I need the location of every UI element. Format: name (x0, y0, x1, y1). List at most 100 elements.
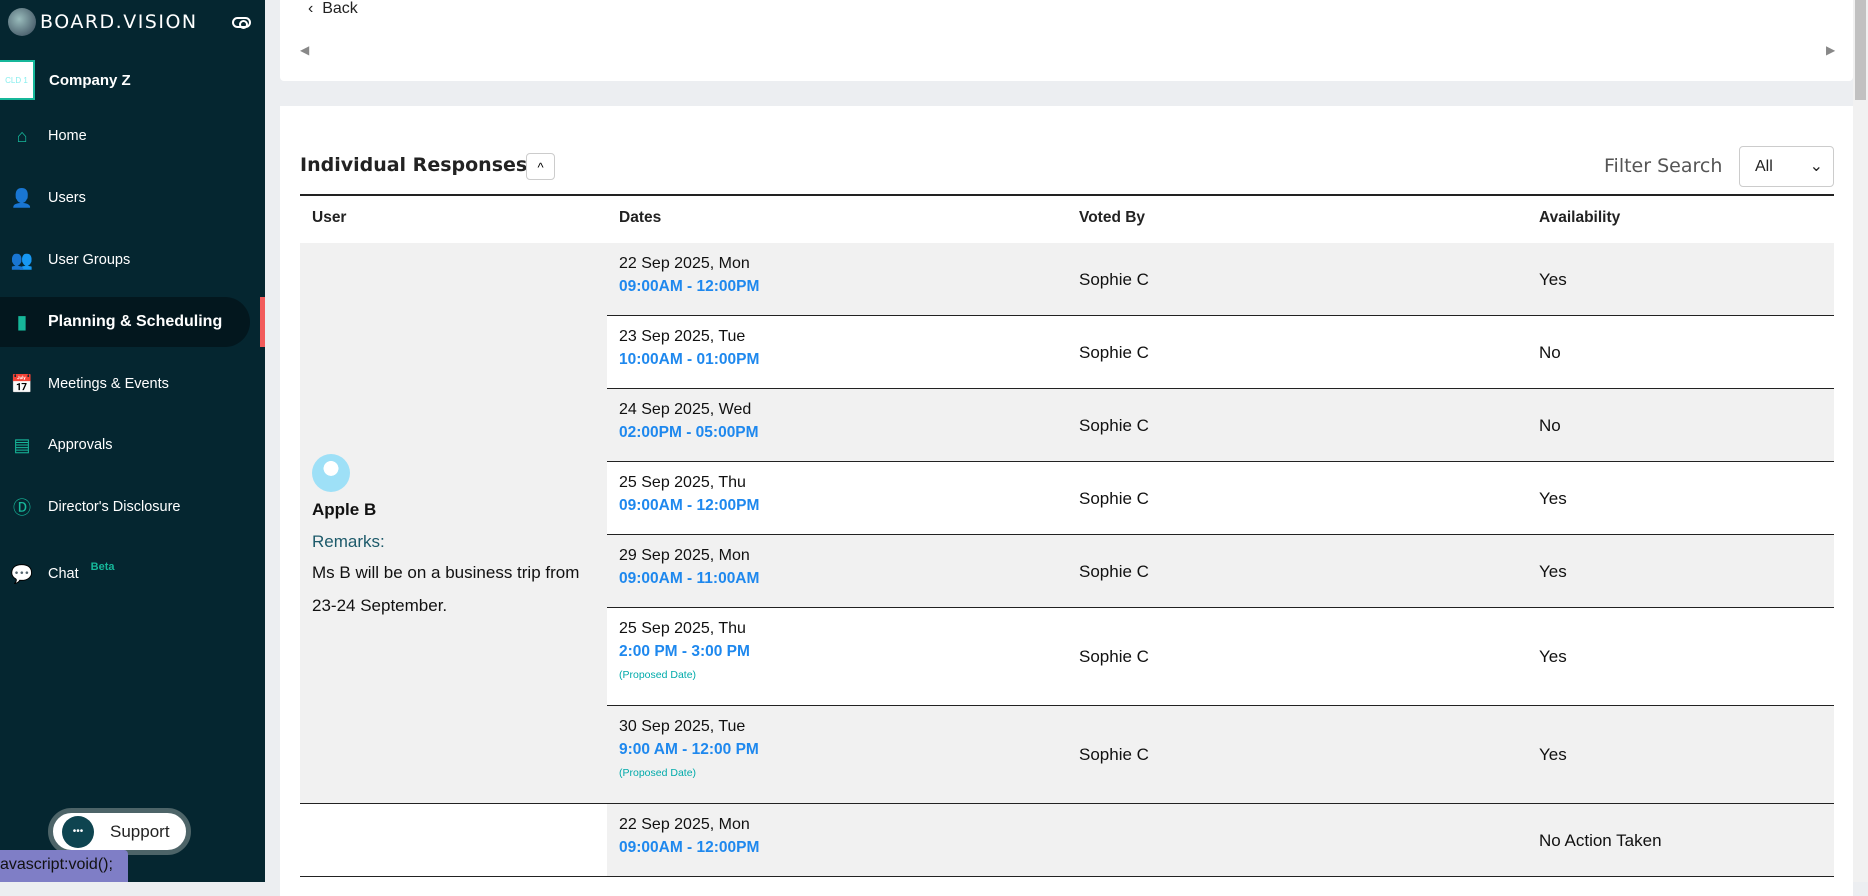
date: 25 Sep 2025, Thu (619, 474, 746, 491)
back-link[interactable]: ‹ Back (308, 0, 358, 17)
nav-label: Meetings & Events (48, 376, 169, 392)
table-top-border (300, 194, 1834, 196)
proposed-date-note: (Proposed Date) (619, 669, 697, 681)
scroll-right-icon[interactable]: ▶ (1826, 43, 1836, 57)
nav-label: Chat (48, 566, 79, 582)
scrollbar-thumb[interactable] (1855, 0, 1866, 100)
nav-label: Home (48, 128, 87, 144)
remarks-text: Ms B will be on a business trip from 23-… (312, 562, 580, 615)
sidebar-item-chat[interactable]: 💬 Chat Beta (0, 549, 250, 599)
date-cell: 25 Sep 2025, Thu 2:00 PM - 3:00 PM (Propos… (619, 620, 750, 681)
chevron-down-icon: ⌄ (1809, 158, 1823, 175)
nav-label: Director's Disclosure (48, 499, 181, 515)
table-row: 22 Sep 2025, Mon 09:00AM - 12:00PM No Act… (607, 804, 1834, 877)
time-range: 09:00AM - 12:00PM (619, 839, 760, 856)
availability: No Action Taken (1539, 830, 1662, 850)
availability: Yes (1539, 488, 1567, 508)
section-title: Individual Responses (300, 154, 528, 176)
voted-by: Sophie C (1079, 269, 1149, 289)
back-label: Back (322, 0, 358, 17)
user-icon: 👤 (10, 187, 34, 208)
sidebar-item-user-groups[interactable]: 👥 User Groups (0, 235, 250, 285)
brand-logo[interactable]: BOARD.VISION (8, 8, 198, 36)
collapse-button[interactable]: ^ (526, 153, 555, 180)
document-icon: ▤ (13, 434, 31, 455)
filter-label: Filter Search (1604, 155, 1723, 177)
user-group-icon: 👥 (10, 249, 34, 270)
date: 22 Sep 2025, Mon (619, 816, 750, 833)
status-bar-url: avascript:void(); (0, 850, 128, 882)
support-label: Support (110, 821, 170, 841)
date-cell: 24 Sep 2025, Wed 02:00PM - 05:00PM (619, 401, 759, 442)
date-cell: 30 Sep 2025, Tue 9:00 AM - 12:00 PM (Propo… (619, 718, 759, 779)
support-button[interactable]: ••• Support (48, 808, 191, 855)
voted-by: Sophie C (1079, 415, 1149, 435)
nav-label: User Groups (48, 252, 131, 268)
column-header: User (312, 209, 347, 226)
availability: No (1539, 415, 1561, 435)
brand-name: BOARD.VISION (40, 11, 198, 33)
avatar (312, 453, 350, 492)
time-range: 9:00 AM - 12:00 PM (619, 741, 759, 758)
filter-select[interactable]: All ⌄ (1739, 146, 1834, 187)
top-card: ‹ Back ◀ ▶ (280, 0, 1853, 81)
bar-chart-icon: ▮ (17, 311, 27, 332)
user-cell: Apple B Remarks: Ms B will be on a busin… (300, 243, 607, 804)
date-cell: 23 Sep 2025, Tue 10:00AM - 01:00PM (619, 328, 759, 369)
date-cell: 25 Sep 2025, Thu 09:00AM - 12:00PM (619, 474, 759, 515)
table-row: 24 Sep 2025, Wed 02:00PM - 05:00PM Sophie… (607, 389, 1834, 462)
voted-by: Sophie C (1079, 488, 1149, 508)
table-row: 25 Sep 2025, Thu 09:00AM - 12:00PM Sophie… (607, 462, 1834, 535)
user-name: Apple B (312, 499, 377, 519)
date-cell: 29 Sep 2025, Mon 09:00AM - 11:00AM (619, 547, 759, 588)
column-header: Dates (619, 209, 662, 226)
active-indicator (260, 297, 265, 347)
d-circle-icon: Ⓓ (13, 498, 31, 518)
sidebar-item-home[interactable]: ⌂ Home (0, 111, 250, 161)
date-cell: 22 Sep 2025, Mon 09:00AM - 12:00PM (619, 255, 759, 296)
sidebar: BOARD.VISION CLD 1 Company Z ⌂ Home 👤 Users… (0, 0, 265, 882)
home-icon: ⌂ (16, 125, 28, 146)
date: 24 Sep 2025, Wed (619, 401, 752, 418)
table-row: 30 Sep 2025, Tue 9:00 AM - 12:00 PM (Propo… (607, 706, 1834, 804)
logo-icon (8, 8, 36, 36)
table-row: 29 Sep 2025, Mon 09:00AM - 11:00AM Sophie… (607, 535, 1834, 608)
company-logo: CLD 1 (0, 60, 35, 100)
sidebar-item-users[interactable]: 👤 Users (0, 173, 250, 223)
date: 22 Sep 2025, Mon (619, 255, 750, 272)
beta-badge: Beta (90, 561, 115, 573)
column-header: Availability (1539, 209, 1621, 226)
table-row: 23 Sep 2025, Tue 10:00AM - 01:00PM Sophie… (607, 316, 1834, 389)
time-range: 09:00AM - 11:00AM (619, 570, 760, 587)
time-range: 09:00AM - 12:00PM (619, 497, 760, 514)
availability: No (1539, 342, 1561, 362)
availability: Yes (1539, 561, 1567, 581)
voted-by: Sophie C (1079, 561, 1149, 581)
sidebar-item-director-s-disclosure[interactable]: Ⓓ Director's Disclosure (0, 482, 250, 532)
user-cell (300, 804, 607, 877)
nav-label: Users (48, 190, 86, 206)
sidebar-item-planning-scheduling[interactable]: ▮ Planning & Scheduling (0, 297, 250, 347)
time-range: 02:00PM - 05:00PM (619, 424, 759, 441)
page-scrollbar[interactable] (1853, 0, 1868, 882)
time-range: 10:00AM - 01:00PM (619, 351, 760, 368)
date: 29 Sep 2025, Mon (619, 547, 750, 564)
calendar-check-icon: 📅 (10, 373, 34, 394)
responses-card: Individual Responses ^ Filter Search All… (280, 106, 1853, 896)
remarks-label: Remarks: (312, 531, 385, 551)
visibility-toggle-icon[interactable] (232, 17, 251, 29)
availability: Yes (1539, 269, 1567, 289)
proposed-date-note: (Proposed Date) (619, 767, 697, 779)
scroll-left-icon[interactable]: ◀ (300, 43, 310, 57)
table-row: 25 Sep 2025, Thu 2:00 PM - 3:00 PM (Propos… (607, 608, 1834, 706)
date: 30 Sep 2025, Tue (619, 718, 746, 735)
table-row: 22 Sep 2025, Mon 09:00AM - 12:00PM Sophie… (607, 243, 1834, 316)
company-switcher[interactable]: CLD 1 Company Z (0, 60, 131, 100)
time-range: 2:00 PM - 3:00 PM (619, 643, 750, 660)
support-chat-icon: ••• (62, 815, 94, 848)
nav-label: Approvals (48, 437, 113, 453)
sidebar-item-approvals[interactable]: ▤ Approvals (0, 420, 250, 470)
filter-value: All (1755, 158, 1773, 175)
sidebar-item-meetings-events[interactable]: 📅 Meetings & Events (0, 359, 250, 409)
company-name: Company Z (49, 71, 131, 89)
